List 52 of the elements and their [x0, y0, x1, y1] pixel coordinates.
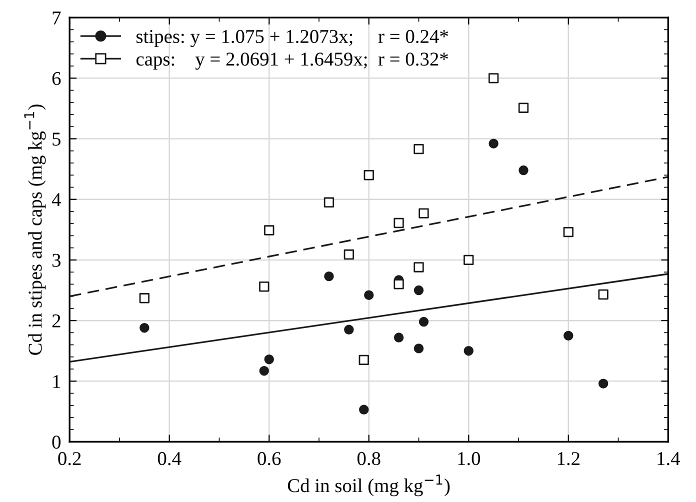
point: [464, 346, 474, 356]
point: [324, 271, 334, 282]
point: [264, 354, 274, 364]
point: [414, 262, 424, 272]
point: [598, 289, 608, 300]
point: [414, 144, 424, 154]
point: [414, 344, 424, 354]
y-tick-label: 2: [52, 314, 60, 328]
point: [394, 218, 404, 228]
point: [564, 330, 574, 341]
point: [394, 279, 404, 290]
point: [344, 324, 354, 335]
point: [418, 208, 429, 218]
point: [518, 165, 528, 176]
x-tick-label: 0.2: [58, 452, 81, 466]
point: [464, 254, 474, 266]
legend-label: stipes: y = 1.075 + 1.2073x; r = 0.24*: [136, 30, 448, 48]
x-tick-label: 0.4: [158, 452, 182, 466]
point: [139, 293, 150, 304]
point: [140, 322, 150, 333]
y-axis-title: Cd in stipes and caps (mg kg$^{−1}$): [24, 104, 46, 355]
x-tick-label: 1.4: [658, 452, 680, 466]
y-tick-label: 0: [52, 436, 61, 449]
x-axis-title: Cd in soil (mg kg$^{−1}$): [288, 474, 450, 496]
point: [394, 332, 404, 342]
point: [414, 285, 424, 296]
point: [259, 366, 269, 376]
point: [418, 316, 429, 327]
point: [259, 282, 270, 292]
point: [563, 227, 574, 238]
x-tick-label: 0.6: [258, 452, 281, 466]
y-tick-label: 4: [52, 193, 61, 206]
y-tick-label: 5: [52, 132, 61, 146]
x-tick-label: 1.2: [558, 452, 580, 466]
x-tick-label: 0.8: [357, 452, 380, 466]
point: [358, 354, 369, 366]
y-tick-label: 6: [52, 72, 61, 86]
y-tick-label: 7: [52, 12, 61, 24]
legend-label: caps: y = 2.0691 + 1.6459x; r = 0.32*: [136, 52, 448, 70]
point: [364, 170, 374, 180]
y-tick-label: 1: [53, 375, 60, 388]
x-tick-label: 1.0: [458, 452, 480, 466]
point: [518, 102, 529, 113]
point: [364, 290, 374, 300]
point: [264, 225, 274, 236]
point: [344, 249, 354, 260]
point: [598, 378, 608, 388]
point: [488, 138, 498, 148]
point: [488, 73, 499, 84]
point: [359, 404, 369, 415]
point: [324, 197, 334, 208]
y-tick-label: 3: [52, 254, 61, 267]
